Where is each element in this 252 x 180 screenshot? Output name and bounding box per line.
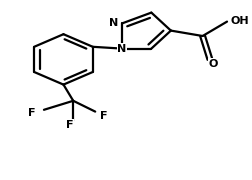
Text: F: F <box>28 108 36 118</box>
Text: N: N <box>109 18 118 28</box>
Text: O: O <box>208 59 217 69</box>
Text: N: N <box>117 44 127 54</box>
Text: OH: OH <box>231 16 249 26</box>
Text: F: F <box>100 111 107 121</box>
Text: F: F <box>66 120 74 130</box>
